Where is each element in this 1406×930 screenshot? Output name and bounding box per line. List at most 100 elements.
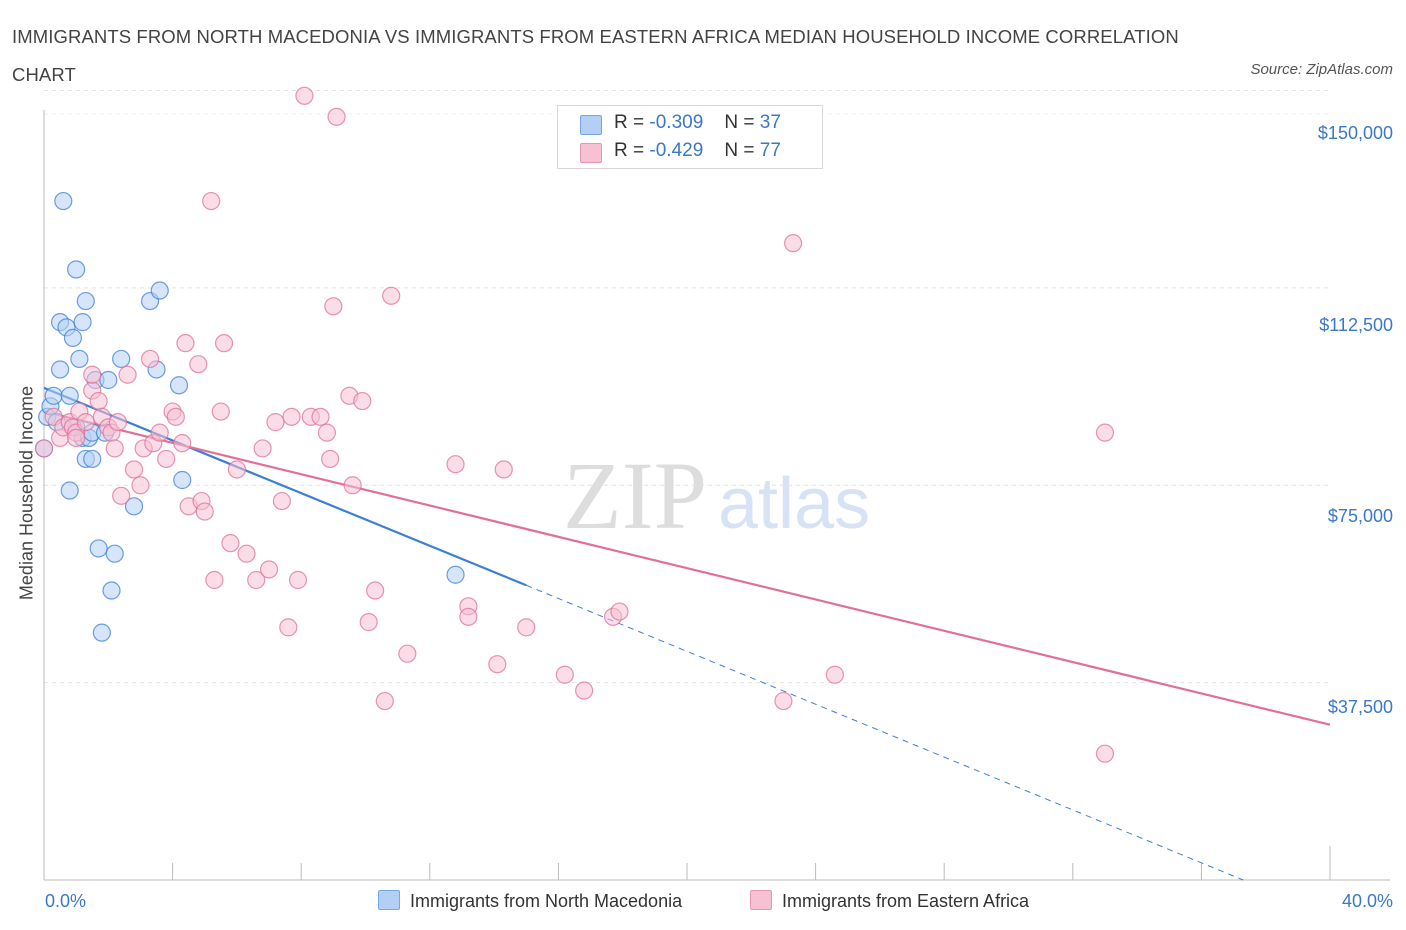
point-north-macedonia	[124, 497, 144, 516]
point-eastern-africa	[205, 570, 224, 590]
point-north-macedonia	[60, 386, 79, 405]
point-eastern-africa	[783, 234, 803, 253]
point-eastern-africa	[279, 618, 298, 637]
legend-n-label: N =	[724, 112, 755, 133]
point-eastern-africa	[272, 491, 292, 511]
trend-line-extension	[526, 584, 1244, 881]
point-eastern-africa	[321, 449, 340, 469]
point-north-macedonia	[50, 360, 70, 379]
point-eastern-africa	[150, 423, 169, 442]
legend-item-north-macedonia[interactable]: Immigrants from North Macedonia	[378, 890, 682, 912]
point-eastern-africa	[398, 644, 417, 663]
legend-swatch-blue	[580, 115, 602, 135]
y-axis-label: Median Household Income	[16, 385, 37, 601]
point-eastern-africa	[195, 502, 214, 521]
point-eastern-africa	[173, 434, 192, 453]
point-eastern-africa	[575, 681, 594, 700]
point-eastern-africa	[227, 460, 246, 479]
point-eastern-africa	[67, 428, 86, 447]
point-eastern-africa	[108, 413, 128, 432]
point-north-macedonia	[76, 291, 95, 311]
point-eastern-africa	[214, 334, 234, 353]
legend-item-eastern-africa[interactable]: Immigrants from Eastern Africa	[750, 890, 1029, 912]
point-eastern-africa	[221, 534, 240, 553]
data-points	[34, 86, 1115, 763]
x-tick-label-max: 40.0%	[1341, 891, 1393, 911]
point-north-macedonia	[70, 349, 89, 369]
point-eastern-africa	[353, 391, 372, 411]
point-eastern-africa	[311, 407, 330, 426]
point-eastern-africa	[89, 391, 108, 411]
point-eastern-africa	[105, 439, 124, 458]
chart-title: IMMIGRANTS FROM NORTH MACEDONIA VS IMMIG…	[12, 26, 1179, 85]
point-eastern-africa	[282, 407, 301, 426]
point-eastern-africa	[189, 355, 208, 374]
point-eastern-africa	[446, 455, 465, 474]
y-tick-label: $150,000	[1317, 123, 1393, 143]
watermark-atlas: atlas	[718, 464, 870, 544]
point-eastern-africa	[774, 691, 793, 711]
point-eastern-africa	[610, 602, 629, 621]
point-eastern-africa	[825, 665, 844, 684]
point-eastern-africa	[76, 413, 95, 432]
point-eastern-africa	[295, 86, 314, 105]
point-north-macedonia	[44, 386, 63, 405]
legend-n-value: 37	[759, 112, 781, 133]
point-eastern-africa	[237, 544, 256, 563]
point-eastern-africa	[555, 665, 574, 684]
point-eastern-africa	[253, 439, 272, 458]
point-eastern-africa	[488, 655, 507, 674]
point-eastern-africa	[247, 570, 266, 590]
legend-r-value: -0.429	[649, 140, 704, 161]
point-eastern-africa	[343, 476, 362, 495]
point-north-macedonia	[73, 313, 92, 332]
legend-r-label: R =	[614, 140, 645, 161]
point-eastern-africa	[131, 476, 150, 495]
point-north-macedonia	[446, 565, 465, 584]
point-eastern-africa	[382, 286, 401, 305]
point-eastern-africa	[359, 613, 378, 632]
point-eastern-africa	[459, 607, 478, 626]
legend-n-value: 77	[759, 140, 781, 161]
point-eastern-africa	[166, 407, 185, 426]
point-eastern-africa	[327, 107, 346, 126]
legend-swatch-blue	[378, 890, 400, 910]
correlation-legend: R = -0.309 N = 37 R = -0.429 N = 77	[557, 105, 823, 169]
point-eastern-africa	[375, 691, 394, 711]
legend-swatch-pink	[750, 890, 772, 910]
point-eastern-africa	[157, 449, 176, 469]
point-north-macedonia	[105, 544, 124, 563]
point-eastern-africa	[124, 460, 144, 479]
source-label: Source: ZipAtlas.com	[1250, 61, 1393, 78]
y-tick-label: $37,500	[1327, 697, 1393, 717]
watermark: ZIP atlas	[563, 442, 870, 549]
point-eastern-africa	[34, 439, 54, 458]
grid-lines	[44, 90, 1330, 684]
point-eastern-africa	[202, 191, 221, 211]
point-eastern-africa	[266, 413, 285, 432]
point-eastern-africa	[83, 365, 102, 384]
legend-label: Immigrants from Eastern Africa	[782, 891, 1030, 911]
point-north-macedonia	[112, 349, 131, 369]
point-eastern-africa	[1095, 423, 1115, 442]
point-north-macedonia	[169, 376, 189, 395]
point-north-macedonia	[99, 370, 118, 390]
y-tick-label: $112,500	[1319, 315, 1393, 335]
legend-r-label: R =	[614, 112, 645, 133]
point-north-macedonia	[67, 260, 86, 279]
point-eastern-africa	[288, 570, 308, 590]
point-eastern-africa	[118, 365, 137, 384]
point-north-macedonia	[150, 281, 169, 300]
legend-n-label: N =	[724, 140, 755, 161]
legend-r-value: -0.309	[649, 112, 704, 133]
point-north-macedonia	[173, 470, 192, 490]
point-north-macedonia	[102, 581, 121, 600]
y-tick-label: $75,000	[1327, 506, 1393, 526]
point-eastern-africa	[140, 349, 160, 369]
point-north-macedonia	[89, 539, 108, 558]
point-eastern-africa	[211, 402, 230, 421]
point-eastern-africa	[517, 618, 536, 637]
legend-swatch-pink	[580, 143, 602, 163]
legend-label: Immigrants from North Macedonia	[410, 891, 683, 911]
point-eastern-africa	[1095, 744, 1115, 763]
